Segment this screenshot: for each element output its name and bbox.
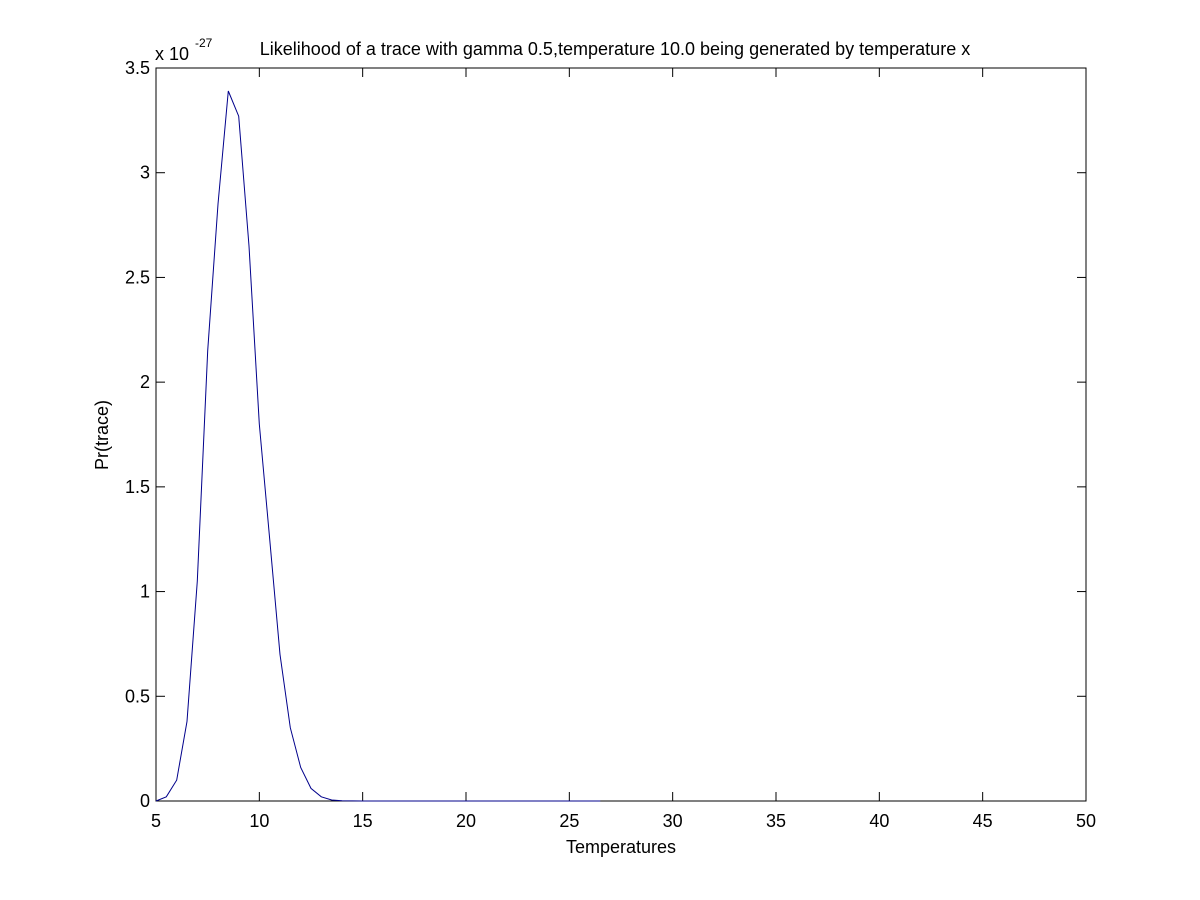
- x-tick-label: 45: [973, 811, 993, 831]
- y-axis-label: Pr(trace): [92, 400, 112, 470]
- x-tick-label: 10: [249, 811, 269, 831]
- x-tick-label: 30: [663, 811, 683, 831]
- y-tick-label: 2.5: [125, 267, 150, 287]
- y-tick-label: 3: [140, 163, 150, 183]
- x-tick-label: 20: [456, 811, 476, 831]
- x-tick-label: 40: [869, 811, 889, 831]
- x-axis: 5 10 15 20 25 30 35 40 45 50: [151, 68, 1096, 831]
- x-tick-label: 25: [559, 811, 579, 831]
- x-tick-label: 5: [151, 811, 161, 831]
- y-tick-label: 2: [140, 372, 150, 392]
- series-line: [155, 90, 601, 802]
- x-tick-label: 50: [1076, 811, 1096, 831]
- x-axis-label: Temperatures: [566, 837, 676, 857]
- y-tick-label: 1: [140, 582, 150, 602]
- y-exponent-label: x 10: [155, 44, 189, 64]
- y-tick-label: 1.5: [125, 477, 150, 497]
- chart-title: Likelihood of a trace with gamma 0.5,tem…: [260, 39, 970, 59]
- plot-area: [155, 67, 1087, 802]
- y-axis: 0 0.5 1 1.5 2 2.5 3 3.5: [125, 58, 1086, 811]
- x-tick-label: 35: [766, 811, 786, 831]
- y-tick-label: 0.5: [125, 686, 150, 706]
- y-tick-label: 0: [140, 791, 150, 811]
- y-tick-label: 3.5: [125, 58, 150, 78]
- y-exponent-value: -27: [195, 36, 213, 50]
- x-tick-label: 15: [353, 811, 373, 831]
